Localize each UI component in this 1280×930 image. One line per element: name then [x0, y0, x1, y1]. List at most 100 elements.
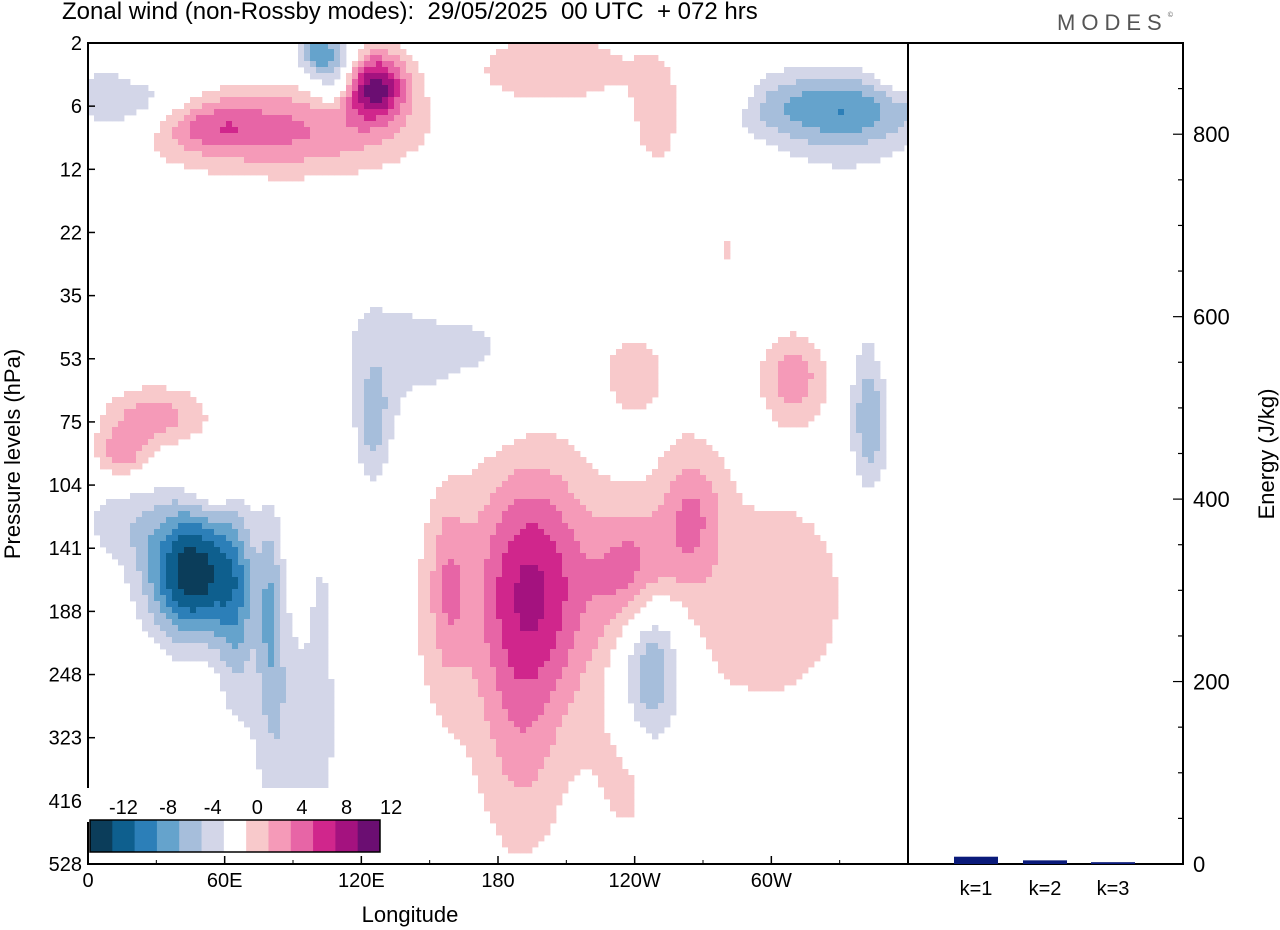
- heatmap-cell: [538, 493, 545, 500]
- heatmap-cell: [718, 625, 725, 632]
- heatmap-cell: [820, 397, 827, 404]
- heatmap-cell: [604, 577, 611, 584]
- heatmap-cell: [682, 553, 689, 560]
- heatmap-cell: [184, 547, 191, 554]
- heatmap-cell: [418, 559, 425, 566]
- heatmap-cell: [370, 49, 377, 56]
- heatmap-cell: [310, 109, 317, 116]
- heatmap-cell: [382, 379, 389, 386]
- heatmap-cell: [292, 91, 299, 98]
- heatmap-cell: [394, 139, 401, 146]
- heatmap-cell: [364, 73, 371, 80]
- heatmap-cell: [658, 91, 665, 98]
- heatmap-cell: [226, 115, 233, 122]
- heatmap-cell: [658, 637, 665, 644]
- heatmap-cell: [640, 103, 647, 110]
- heatmap-cell: [502, 499, 509, 506]
- heatmap-cell: [334, 43, 341, 50]
- heatmap-cell: [526, 559, 533, 566]
- heatmap-cell: [592, 493, 599, 500]
- heatmap-cell: [244, 139, 251, 146]
- heatmap-cell: [202, 637, 209, 644]
- heatmap-cell: [802, 337, 809, 344]
- heatmap-cell: [526, 475, 533, 482]
- heatmap-cell: [178, 625, 185, 632]
- heatmap-cell: [874, 115, 881, 122]
- heatmap-cell: [106, 91, 113, 98]
- heatmap-cell: [202, 577, 209, 584]
- heatmap-cell: [796, 565, 803, 572]
- heatmap-cell: [670, 535, 677, 542]
- heatmap-cell: [670, 541, 677, 548]
- heatmap-cell: [658, 499, 665, 506]
- heatmap-cell: [310, 643, 317, 650]
- heatmap-cell: [400, 61, 407, 68]
- heatmap-cell: [166, 607, 173, 614]
- heatmap-cell: [130, 391, 137, 398]
- heatmap-cell: [628, 361, 635, 368]
- heatmap-cell: [784, 367, 791, 374]
- heatmap-cell: [196, 421, 203, 428]
- heatmap-cell: [268, 613, 275, 620]
- heatmap-cell: [322, 133, 329, 140]
- heatmap-cell: [454, 631, 461, 638]
- heatmap-cell: [448, 571, 455, 578]
- heatmap-cell: [622, 601, 629, 608]
- heatmap-cell: [796, 577, 803, 584]
- heatmap-cell: [466, 547, 473, 554]
- heatmap-cell: [796, 403, 803, 410]
- heatmap-cell: [532, 505, 539, 512]
- heatmap-cell: [202, 583, 209, 590]
- heatmap-cell: [190, 403, 197, 410]
- heatmap-cell: [238, 535, 245, 542]
- heatmap-cell: [226, 529, 233, 536]
- heatmap-cell: [742, 553, 749, 560]
- heatmap-cell: [760, 541, 767, 548]
- heatmap-cell: [868, 85, 875, 92]
- heatmap-cell: [862, 439, 869, 446]
- heatmap-cell: [778, 571, 785, 578]
- heatmap-cell: [808, 91, 815, 98]
- heatmap-cell: [172, 409, 179, 416]
- heatmap-cell: [700, 451, 707, 458]
- heatmap-cell: [754, 577, 761, 584]
- heatmap-cell: [682, 565, 689, 572]
- heatmap-cell: [622, 589, 629, 596]
- heatmap-cell: [886, 115, 893, 122]
- heatmap-cell: [208, 157, 215, 164]
- heatmap-cell: [808, 625, 815, 632]
- heatmap-cell: [280, 163, 287, 170]
- heatmap-cell: [562, 565, 569, 572]
- heatmap-cell: [838, 67, 845, 74]
- heatmap-cell: [328, 79, 335, 86]
- heatmap-cell: [754, 583, 761, 590]
- heatmap-cell: [820, 361, 827, 368]
- heatmap-cell: [778, 553, 785, 560]
- heatmap-cell: [322, 121, 329, 128]
- heatmap-cell: [382, 457, 389, 464]
- heatmap-cell: [748, 565, 755, 572]
- heatmap-cell: [568, 517, 575, 524]
- heatmap-cell: [376, 367, 383, 374]
- heatmap-cell: [292, 163, 299, 170]
- heatmap-cell: [778, 97, 785, 104]
- heatmap-cell: [766, 529, 773, 536]
- heatmap-cell: [694, 595, 701, 602]
- heatmap-cell: [544, 91, 551, 98]
- heatmap-cell: [742, 583, 749, 590]
- heatmap-cell: [424, 643, 431, 650]
- heatmap-cell: [388, 331, 395, 338]
- heatmap-cell: [448, 499, 455, 506]
- heatmap-cell: [718, 529, 725, 536]
- heatmap-cell: [754, 565, 761, 572]
- heatmap-cell: [658, 559, 665, 566]
- heatmap-cell: [766, 559, 773, 566]
- heatmap-cell: [616, 505, 623, 512]
- heatmap-cell: [502, 445, 509, 452]
- heatmap-cell: [802, 355, 809, 362]
- heatmap-cell: [640, 133, 647, 140]
- heatmap-cell: [280, 115, 287, 122]
- heatmap-cell: [184, 115, 191, 122]
- heatmap-cell: [886, 151, 893, 158]
- heatmap-cell: [196, 151, 203, 158]
